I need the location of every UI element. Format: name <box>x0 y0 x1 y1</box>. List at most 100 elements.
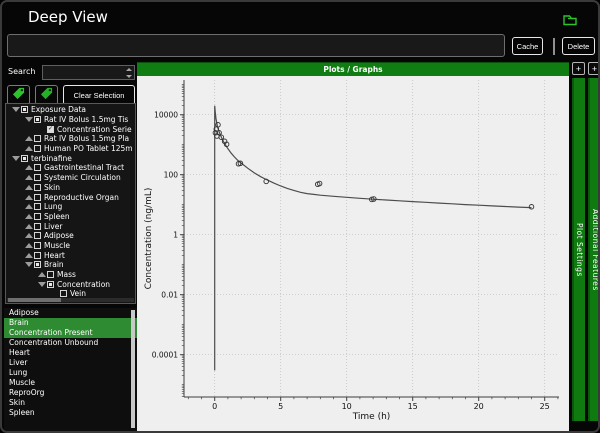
expand-up-icon[interactable] <box>23 204 34 209</box>
checkbox-partial[interactable] <box>34 116 41 124</box>
checkbox-empty[interactable] <box>34 203 41 211</box>
main-text-input[interactable] <box>7 34 505 57</box>
svg-text:10000: 10000 <box>154 110 178 119</box>
tree-item-label: Vein <box>70 289 86 297</box>
cache-button[interactable]: Cache <box>512 37 543 55</box>
expand-up-icon[interactable] <box>23 224 34 229</box>
tree-item-label: Skin <box>44 182 60 192</box>
tree-item[interactable]: Mass <box>6 270 135 280</box>
checkbox-empty[interactable] <box>34 145 41 153</box>
tab-additional-features[interactable]: Additional Features <box>588 78 598 421</box>
checkbox-partial[interactable] <box>21 154 28 162</box>
clear-selection-button[interactable]: Clear Selection <box>63 85 135 105</box>
tree-item[interactable]: Rat IV Bolus 1.5mg Tis <box>6 115 135 125</box>
search-spinner[interactable] <box>126 68 132 78</box>
tag-remove-button[interactable] <box>35 85 58 105</box>
expand-up-icon[interactable] <box>23 233 34 238</box>
tree-item-label: Spleen <box>44 211 70 221</box>
checkbox-empty[interactable] <box>34 183 41 191</box>
app-title: Deep View <box>28 8 108 26</box>
list-item[interactable]: ReproOrg <box>9 388 45 397</box>
tree-item[interactable]: Rat IV Bolus 1.5mg Pla <box>6 134 135 144</box>
search-input[interactable] <box>42 65 135 80</box>
checkbox-empty[interactable] <box>34 222 41 230</box>
expand-down-icon[interactable] <box>36 282 47 287</box>
checkbox-empty[interactable] <box>47 271 54 279</box>
checkbox-partial[interactable] <box>21 106 28 114</box>
tree-item-label: Muscle <box>44 240 70 250</box>
scrollbar-thumb[interactable] <box>8 298 61 302</box>
expand-up-icon[interactable] <box>23 253 34 258</box>
tree-item[interactable]: Heart <box>6 250 135 260</box>
list-item[interactable]: Brain <box>4 318 137 328</box>
tag-filter-button[interactable] <box>7 85 30 105</box>
tree-item[interactable]: Concentration <box>6 279 135 289</box>
expand-up-icon[interactable] <box>36 272 47 277</box>
expand-down-icon[interactable] <box>23 262 34 267</box>
list-item[interactable]: Heart <box>9 348 30 357</box>
add-additional-features-button[interactable]: + <box>588 62 598 75</box>
folder-open-icon[interactable] <box>562 12 579 31</box>
toolbar-divider <box>553 38 555 55</box>
tree-item[interactable]: Skin <box>6 183 135 193</box>
list-item[interactable]: Concentration Present <box>4 328 137 338</box>
tree-item[interactable]: terbinafine <box>6 153 135 163</box>
list-item[interactable]: Muscle <box>9 378 35 387</box>
checkbox-empty[interactable] <box>34 232 41 240</box>
chart-svg: 0 5 10 15 20 25 10000 100 1 0.01 0.0001 Time (h) Con… <box>144 80 559 422</box>
expand-up-icon[interactable] <box>23 214 34 219</box>
expand-up-icon[interactable] <box>23 195 34 200</box>
tree-item[interactable]: Gastrointestinal Tract <box>6 163 135 173</box>
delete-button[interactable]: Delete <box>562 37 595 55</box>
expand-up-icon[interactable] <box>23 146 34 151</box>
tree-horizontal-scrollbar[interactable] <box>7 298 134 302</box>
expand-up-icon[interactable] <box>23 185 34 190</box>
checkbox-partial[interactable] <box>47 280 54 288</box>
list-item[interactable]: Adipose <box>9 308 39 317</box>
tree-item[interactable]: Human PO Tablet 125m <box>6 144 135 154</box>
tree-item[interactable]: Systemic Circulation <box>6 173 135 183</box>
svg-text:1: 1 <box>173 230 178 239</box>
expand-down-icon[interactable] <box>10 156 21 161</box>
tree-item-label: Lung <box>44 202 63 212</box>
expand-down-icon[interactable] <box>10 107 21 112</box>
tree-item-label: Adipose <box>44 231 74 241</box>
tree-item[interactable]: Brain <box>6 260 135 270</box>
checkbox-empty[interactable] <box>34 212 41 220</box>
checkbox-empty[interactable] <box>34 164 41 172</box>
tree-item-label: Liver <box>44 221 63 231</box>
tree-item[interactable]: Liver <box>6 221 135 231</box>
tree-item[interactable]: Reproductive Organ <box>6 192 135 202</box>
checkbox-empty[interactable] <box>34 174 41 182</box>
checkbox-empty[interactable] <box>34 135 41 143</box>
list-item[interactable]: Skin <box>9 398 25 407</box>
tree-item[interactable]: Muscle <box>6 241 135 251</box>
tree-item[interactable]: Concentration Serie <box>6 124 135 134</box>
list-item[interactable]: Lung <box>9 368 28 377</box>
checkbox-empty[interactable] <box>60 290 67 297</box>
expand-down-icon[interactable] <box>23 117 34 122</box>
checkbox-checked[interactable] <box>47 125 54 133</box>
list-vertical-scrollbar[interactable] <box>131 310 135 428</box>
list-item[interactable]: Concentration Unbound <box>9 338 99 347</box>
list-item[interactable]: Spleen <box>9 408 35 417</box>
add-plot-settings-button[interactable]: + <box>572 62 585 75</box>
svg-text:0.0001: 0.0001 <box>152 350 178 359</box>
list-item[interactable]: Liver <box>9 358 28 367</box>
svg-text:Concentration (ng/mL): Concentration (ng/mL) <box>144 188 154 290</box>
expand-up-icon[interactable] <box>23 136 34 141</box>
tree-item[interactable]: Lung <box>6 202 135 212</box>
tree-item[interactable]: Exposure Data <box>6 105 135 115</box>
tree-item[interactable]: Spleen <box>6 212 135 222</box>
tree-item[interactable]: Vein <box>6 289 135 297</box>
checkbox-empty[interactable] <box>34 193 41 201</box>
tab-plot-settings[interactable]: Plot Settings <box>572 78 585 421</box>
expand-up-icon[interactable] <box>23 243 34 248</box>
tree-item[interactable]: Adipose <box>6 231 135 241</box>
checkbox-partial[interactable] <box>34 261 41 269</box>
expand-up-icon[interactable] <box>23 175 34 180</box>
svg-text:5: 5 <box>278 402 283 411</box>
checkbox-empty[interactable] <box>34 251 41 259</box>
checkbox-empty[interactable] <box>34 241 41 249</box>
expand-up-icon[interactable] <box>23 165 34 170</box>
